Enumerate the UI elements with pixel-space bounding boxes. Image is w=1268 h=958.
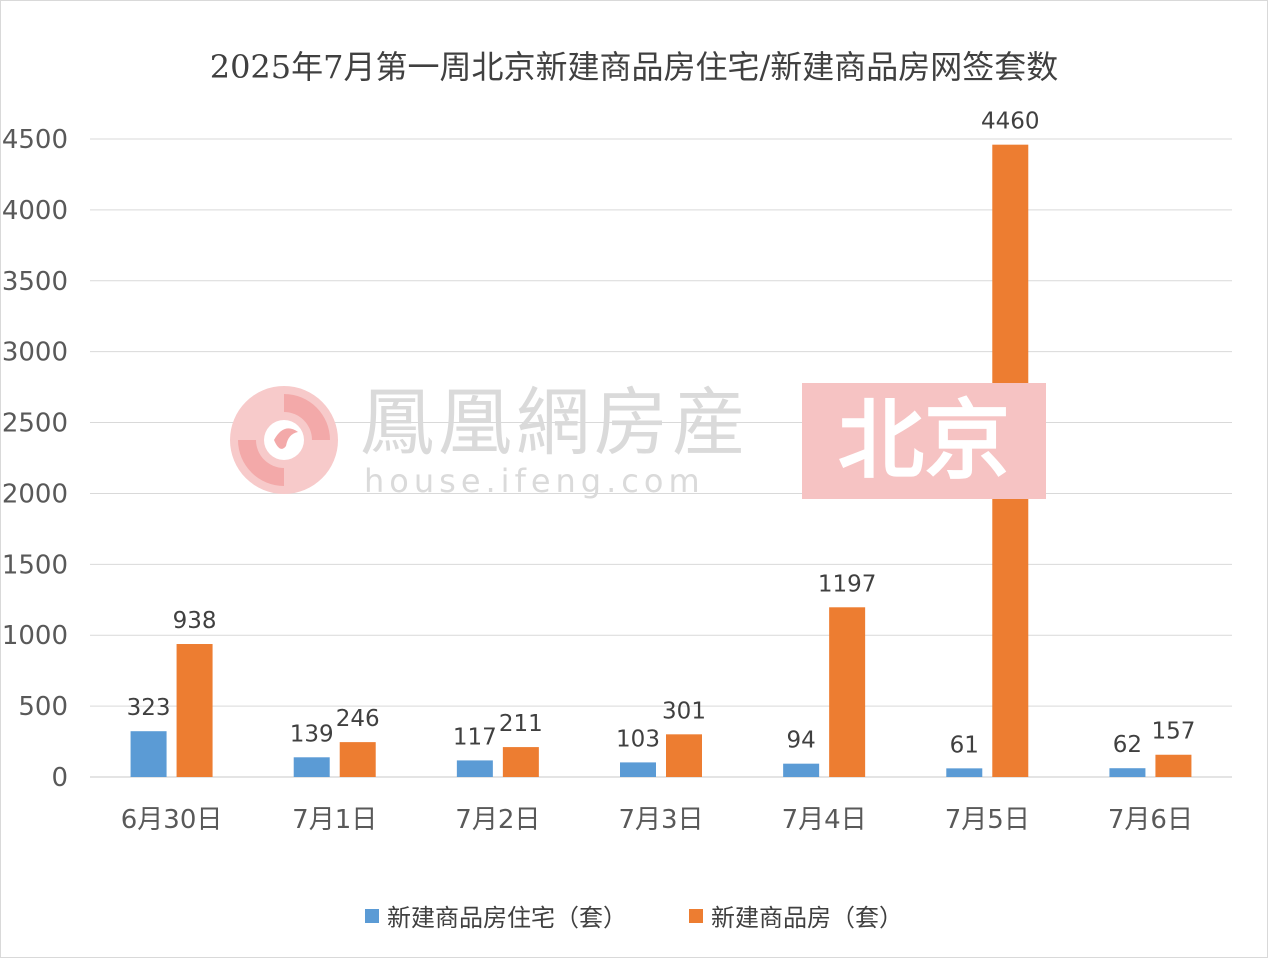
y-tick-label: 3500 — [2, 267, 68, 297]
x-tick-label: 6月30日 — [121, 805, 223, 835]
bar-commercial — [1155, 754, 1192, 777]
legend-item-residential: 新建商品房住宅（套） — [365, 898, 627, 933]
y-tick-label: 3000 — [2, 338, 68, 368]
legend: 新建商品房住宅（套） 新建商品房（套） — [0, 898, 1268, 933]
data-label: 157 — [1151, 719, 1195, 745]
bar-commercial — [502, 747, 539, 777]
data-label: 117 — [453, 724, 497, 750]
legend-swatch-commercial — [689, 908, 703, 923]
x-tick-label: 7月6日 — [1108, 805, 1193, 835]
x-tick-label: 7月4日 — [782, 805, 867, 835]
watermark-city: 北京 — [802, 383, 1046, 499]
data-label: 938 — [173, 608, 217, 634]
data-label: 4460 — [981, 109, 1040, 135]
x-tick-label: 7月1日 — [292, 805, 377, 835]
legend-label-commercial: 新建商品房（套） — [711, 904, 903, 932]
legend-item-commercial: 新建商品房（套） — [689, 898, 903, 933]
bar-residential — [1109, 768, 1146, 777]
bar-commercial — [176, 644, 213, 777]
y-tick-label: 1000 — [2, 621, 68, 651]
data-label: 301 — [662, 698, 706, 724]
bar-commercial — [829, 607, 866, 777]
x-tick-label: 7月5日 — [945, 805, 1030, 835]
y-tick-label: 1500 — [2, 550, 68, 580]
bar-residential — [293, 757, 330, 777]
data-label: 61 — [950, 732, 979, 758]
phoenix-logo-icon — [230, 386, 338, 494]
bar-residential — [783, 763, 820, 777]
data-label: 1197 — [818, 571, 877, 597]
y-tick-label: 4000 — [2, 196, 68, 226]
data-label: 62 — [1113, 732, 1142, 758]
x-tick-label: 7月3日 — [618, 805, 703, 835]
chart-title: 2025年7月第一周北京新建商品房住宅/新建商品房网签套数 — [209, 48, 1059, 86]
y-tick-label: 2000 — [2, 479, 68, 509]
bar-residential — [620, 762, 656, 777]
watermark: 鳳凰網房産 house.ifeng.com 北京 — [228, 380, 1048, 502]
bar-commercial — [339, 742, 376, 777]
y-tick-label: 2500 — [2, 409, 68, 439]
data-label: 139 — [290, 721, 334, 747]
data-label: 94 — [787, 728, 816, 754]
y-axis-labels: 0 500 1000 1500 2000 2500 3000 3500 4000 4500 — [2, 125, 68, 793]
y-tick-label: 4500 — [2, 125, 68, 155]
watermark-brand: 鳳凰網房産 — [360, 380, 750, 466]
data-label: 103 — [616, 726, 660, 752]
y-tick-label: 0 — [51, 763, 68, 793]
data-label: 323 — [127, 695, 171, 721]
bar-residential — [130, 731, 167, 777]
legend-label-residential: 新建商品房住宅（套） — [387, 904, 627, 932]
bar-residential — [946, 768, 983, 777]
x-tick-label: 7月2日 — [455, 805, 540, 835]
legend-swatch-residential — [365, 908, 379, 923]
y-tick-label: 500 — [18, 692, 68, 722]
data-label: 211 — [499, 711, 543, 737]
watermark-url: house.ifeng.com — [364, 462, 705, 500]
x-axis-labels: 6月30日 7月1日 7月2日 7月3日 7月4日 7月5日 7月6日 — [121, 805, 1193, 835]
bar-residential — [456, 760, 493, 777]
data-label: 246 — [336, 706, 380, 732]
bar-commercial — [666, 734, 702, 777]
